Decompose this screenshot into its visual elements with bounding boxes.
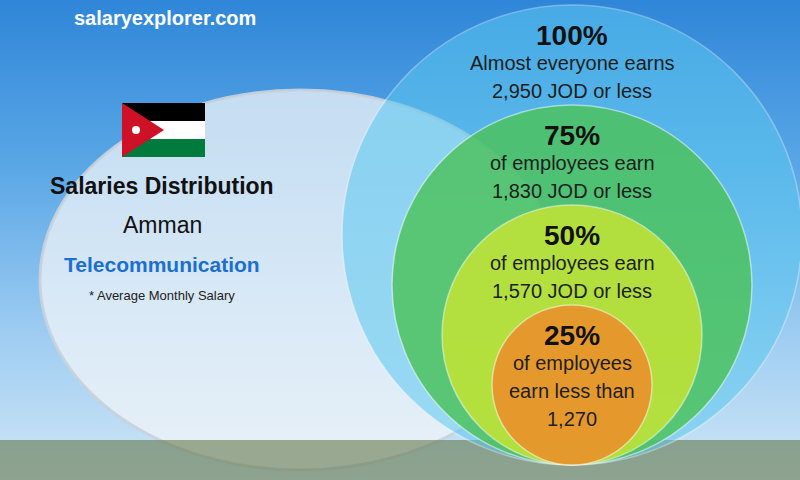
svg-text:1,270: 1,270 — [547, 408, 597, 430]
svg-text:Salaries Distribution: Salaries Distribution — [50, 173, 274, 199]
svg-text:of employees: of employees — [513, 352, 632, 374]
svg-text:75%: 75% — [544, 120, 600, 151]
svg-text:25%: 25% — [544, 320, 600, 351]
svg-text:* Average Monthly Salary: * Average Monthly Salary — [89, 288, 235, 303]
svg-text:100%: 100% — [536, 20, 608, 51]
svg-text:of employees earn: of employees earn — [490, 152, 655, 174]
svg-text:1,570 JOD or less: 1,570 JOD or less — [492, 280, 652, 302]
svg-text:earn less than: earn less than — [509, 380, 635, 402]
svg-text:2,950 JOD or less: 2,950 JOD or less — [492, 80, 652, 102]
svg-text:Amman: Amman — [123, 212, 202, 238]
svg-text:of employees earn: of employees earn — [490, 252, 655, 274]
svg-text:salaryexplorer.com: salaryexplorer.com — [74, 7, 256, 29]
svg-text:Almost everyone earns: Almost everyone earns — [470, 52, 675, 74]
svg-text:1,830 JOD or less: 1,830 JOD or less — [492, 180, 652, 202]
svg-text:50%: 50% — [544, 220, 600, 251]
svg-text:Telecommunication: Telecommunication — [64, 253, 260, 276]
